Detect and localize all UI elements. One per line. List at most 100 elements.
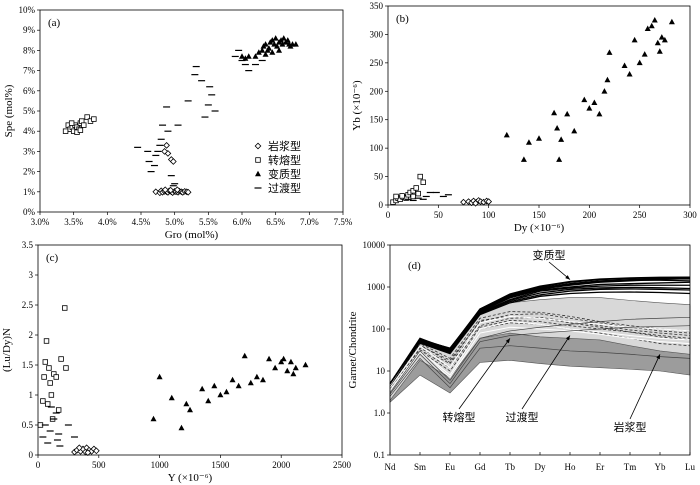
y-tick-label: 250	[370, 58, 384, 68]
data-point	[410, 188, 416, 194]
data-point	[262, 51, 269, 57]
x-tick-label: 2500	[333, 460, 352, 470]
arrow-head	[565, 335, 570, 341]
data-point	[292, 364, 299, 371]
data-point	[472, 199, 479, 207]
data-point	[91, 116, 97, 122]
y-tick-label: 4%	[23, 126, 36, 136]
data-point	[525, 139, 532, 145]
x-tick-label: Eu	[445, 462, 455, 472]
ree-line	[389, 288, 691, 389]
data-point	[173, 186, 181, 194]
ree-line	[389, 322, 691, 394]
annotation-arrow	[521, 335, 571, 410]
series-diamond	[71, 444, 100, 456]
ree-line	[389, 313, 691, 388]
x-tick-label: 3.5%	[64, 217, 83, 227]
x-tick-label: 5.0%	[165, 217, 184, 227]
data-point	[46, 365, 52, 371]
ree-line	[389, 277, 691, 385]
data-point	[229, 376, 236, 383]
data-point	[503, 131, 510, 138]
x-tick-label: Er	[596, 462, 605, 472]
panel-b-frame	[387, 5, 691, 206]
y-tick-label: 0	[29, 450, 34, 460]
x-tick-label: 4.5%	[132, 217, 151, 227]
data-point	[62, 305, 68, 311]
data-point	[658, 34, 665, 40]
data-point	[417, 173, 423, 180]
ree-line	[389, 291, 691, 389]
data-point	[656, 48, 663, 54]
data-point	[415, 190, 421, 197]
ree-line	[389, 316, 691, 391]
data-point	[259, 47, 266, 53]
data-point	[259, 376, 266, 383]
y-tick-label: 300	[370, 29, 384, 39]
x-tick-label: 50	[434, 210, 444, 220]
data-point	[168, 394, 175, 401]
x-tick-label: Ho	[565, 462, 576, 472]
y-tick-label: 10%	[19, 5, 36, 15]
data-point	[626, 71, 633, 77]
x-tick-label: Nd	[385, 462, 396, 472]
x-axis-label: Y (×10⁻⁶)	[168, 472, 213, 484]
data-point	[556, 156, 563, 162]
data-point	[211, 382, 218, 389]
ree-line	[389, 315, 691, 389]
data-point	[167, 186, 174, 194]
data-point	[410, 193, 416, 200]
data-point	[161, 186, 169, 194]
data-point	[48, 392, 55, 398]
series-square	[390, 173, 426, 205]
data-point	[606, 49, 613, 55]
data-point	[641, 51, 648, 57]
data-point	[239, 53, 245, 59]
data-point	[241, 352, 248, 359]
data-point	[247, 379, 254, 386]
series-triangle	[503, 17, 675, 162]
data-point	[178, 424, 185, 431]
data-point	[262, 41, 269, 47]
data-point	[604, 76, 611, 83]
data-point	[651, 17, 658, 23]
data-point	[551, 109, 558, 116]
data-point	[520, 156, 527, 162]
data-point	[571, 127, 578, 134]
y-tick-label: 5%	[23, 106, 36, 116]
panel-label: (d)	[408, 260, 421, 272]
y-tick-label: 2	[29, 330, 34, 340]
data-point	[564, 110, 571, 117]
x-tick-label: 150	[532, 210, 546, 220]
data-point	[284, 37, 291, 43]
ree-line	[389, 315, 691, 388]
data-point	[591, 99, 598, 105]
legend-label: 岩浆型	[268, 139, 301, 153]
data-point	[668, 18, 675, 25]
data-point	[81, 122, 87, 128]
x-tick-label: 1500	[211, 460, 230, 470]
panel-b: 0 50 100 150 200 250 300 0 50 100 150 200 250 300 350 (…	[351, 1, 697, 234]
data-point	[217, 391, 224, 398]
x-axis-label: Gro (mol%)	[165, 229, 219, 241]
y-tick-label: 200	[370, 86, 384, 96]
panel-a: 3.0% 3.5% 4.0% 4.5% 5.0% 5.5% 6.0% 6.5% 7.0% 7.5%…	[3, 5, 353, 241]
y-tick-label: 10000	[363, 240, 386, 250]
data-point	[271, 41, 278, 47]
ree-line	[389, 311, 691, 388]
data-point	[53, 374, 59, 380]
y-tick-label: 1000	[367, 282, 386, 292]
y-tick-label: 0.5	[22, 420, 34, 430]
ree-line	[389, 316, 691, 394]
y-axis-label: (Lu/Dy)N	[1, 328, 13, 372]
x-tick-label: Sm	[414, 462, 426, 472]
y-axis-label: Yb (×10⁻⁶)	[351, 80, 363, 131]
data-point	[84, 114, 90, 120]
x-tick-label: 6.5%	[266, 217, 285, 227]
data-point	[654, 39, 661, 46]
y-tick-label: 2%	[23, 167, 36, 177]
data-point	[631, 36, 638, 43]
data-point	[278, 37, 285, 43]
data-point	[266, 355, 273, 362]
